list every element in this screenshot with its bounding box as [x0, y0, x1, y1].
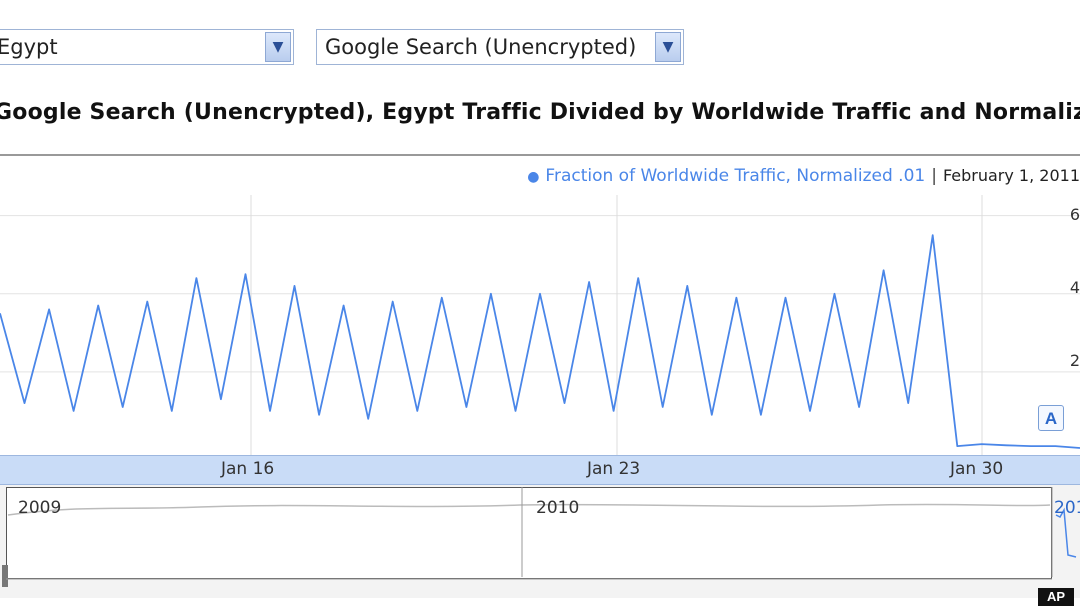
product-select-value: Google Search (Unencrypted) — [325, 35, 637, 59]
overview-year-label: 2010 — [536, 498, 580, 518]
product-select[interactable]: Google Search (Unencrypted) ▼ — [316, 29, 684, 65]
legend-separator: | — [931, 166, 937, 186]
chart-grid — [0, 195, 1080, 455]
annotation-marker[interactable]: A — [1038, 405, 1064, 431]
x-tick-label: Jan 30 — [950, 459, 1004, 479]
legend-series-label[interactable]: Fraction of Worldwide Traffic, Normalize… — [545, 166, 926, 186]
overview-year-label: 201 — [1054, 498, 1080, 518]
ap-logo: AP — [1038, 588, 1074, 606]
country-select-value: Egypt — [0, 35, 58, 59]
overview-timeline[interactable] — [0, 485, 1080, 598]
x-tick-label: Jan 16 — [221, 459, 275, 479]
chevron-down-icon[interactable]: ▼ — [655, 32, 681, 62]
chevron-down-icon[interactable]: ▼ — [265, 32, 291, 62]
chart-title: Google Search (Unencrypted), Egypt Traff… — [0, 100, 1080, 125]
y-tick-label: 2 — [1069, 351, 1080, 370]
x-tick-label: Jan 23 — [587, 459, 641, 479]
overview-sparkline — [2, 487, 1077, 587]
chart-series-group — [0, 234, 1080, 449]
legend-date: February 1, 2011 — [942, 166, 1080, 185]
traffic-line-chart[interactable] — [0, 195, 1080, 455]
overview-year-label: 2009 — [18, 498, 62, 518]
x-axis-bar — [0, 455, 1080, 485]
country-select[interactable]: Egypt ▼ — [0, 29, 294, 65]
chart-legend: ● Fraction of Worldwide Traffic, Normaliz… — [527, 166, 1080, 186]
series-line — [0, 234, 1080, 449]
legend-dot-icon: ● — [527, 169, 540, 185]
y-tick-label: 4 — [1069, 278, 1080, 297]
divider — [0, 154, 1080, 156]
y-tick-label: 6 — [1069, 205, 1080, 224]
